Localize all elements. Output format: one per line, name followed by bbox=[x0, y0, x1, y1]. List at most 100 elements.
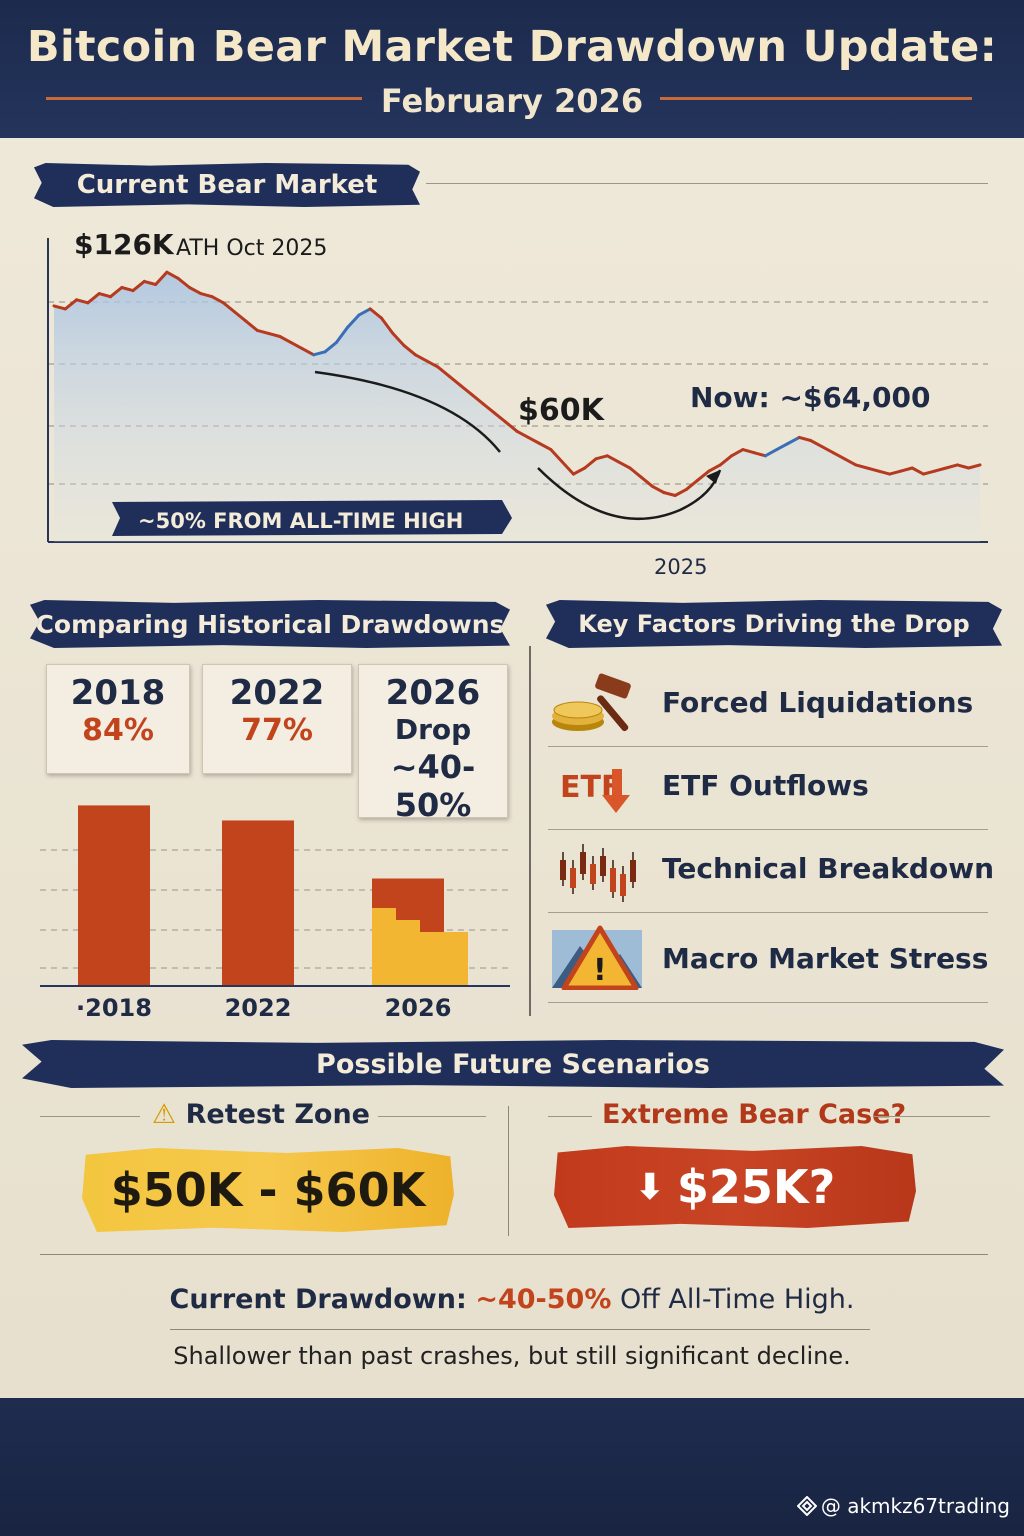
price-segment bbox=[967, 463, 982, 470]
candle-body bbox=[560, 860, 566, 880]
price-segment bbox=[312, 350, 327, 357]
drawdown-bar-chart: ·2018 2022 2026 bbox=[40, 805, 510, 1022]
price-segment bbox=[560, 460, 575, 476]
price-segment bbox=[199, 292, 214, 299]
summary-value: ~40-50% bbox=[475, 1284, 612, 1315]
price-segment bbox=[910, 466, 925, 476]
candle-body bbox=[630, 860, 636, 882]
summary-label: Current Drawdown: bbox=[169, 1284, 467, 1315]
factor-etf-outflows: ETF ETF Outflows bbox=[548, 747, 988, 830]
price-segment bbox=[526, 435, 542, 445]
price-segment bbox=[922, 469, 937, 476]
price-chart: $126K ATH Oct 2025 $60K Now: ~$64,000 ~5… bbox=[47, 228, 988, 579]
price-segment bbox=[628, 466, 643, 479]
bar-category-label: ·2018 bbox=[76, 994, 152, 1022]
price-segment bbox=[809, 439, 824, 449]
now-value-label: Now: ~$64,000 bbox=[690, 381, 930, 414]
drawdown-tag: ~50% FROM ALL-TIME HIGH bbox=[112, 500, 512, 536]
bar-category-labels: ·2018 2022 2026 bbox=[76, 994, 451, 1022]
warning-icon: ⚠ bbox=[152, 1099, 177, 1130]
price-segment bbox=[572, 466, 587, 476]
price-segment bbox=[470, 393, 485, 406]
price-segment bbox=[52, 304, 67, 311]
candle-body bbox=[580, 852, 586, 874]
price-segment bbox=[786, 435, 801, 445]
price-segment bbox=[481, 402, 496, 415]
ath-note-label: ATH Oct 2025 bbox=[176, 236, 327, 261]
binance-logo-icon bbox=[796, 1495, 818, 1517]
current-bear-banner-label: Current Bear Market bbox=[76, 170, 378, 200]
retest-title-label: Retest Zone bbox=[185, 1099, 370, 1130]
price-segment bbox=[267, 331, 282, 338]
candle-body bbox=[610, 868, 616, 892]
price-segment bbox=[583, 457, 598, 470]
recovery-arrowhead bbox=[706, 470, 720, 484]
price-segment bbox=[357, 307, 372, 317]
card-year: 2018 bbox=[70, 673, 166, 713]
price-segment bbox=[278, 335, 293, 345]
price-segment bbox=[605, 454, 621, 464]
price-segment bbox=[899, 466, 914, 473]
ath-value-label: $126K bbox=[74, 228, 175, 261]
price-segment bbox=[97, 292, 112, 299]
card-2026: 2026 Drop ~40-50% bbox=[358, 664, 508, 824]
price-line bbox=[52, 270, 982, 497]
price-segment bbox=[255, 328, 271, 335]
factors-banner-label: Key Factors Driving the Drop bbox=[578, 610, 970, 638]
candle-body bbox=[600, 856, 606, 876]
retest-title: ⚠ Retest Zone bbox=[152, 1099, 370, 1130]
price-segment bbox=[75, 298, 90, 305]
card-year: 2022 bbox=[229, 673, 325, 713]
price-segment bbox=[718, 454, 734, 467]
price-segment bbox=[188, 286, 203, 296]
price-segment bbox=[843, 457, 858, 467]
price-segment bbox=[368, 307, 383, 320]
low-value-label: $60K bbox=[518, 393, 606, 428]
price-segment bbox=[763, 448, 779, 458]
price-segment bbox=[154, 270, 169, 286]
gavel-coins-icon bbox=[552, 673, 631, 732]
price-segment bbox=[334, 325, 350, 345]
bar-2022 bbox=[222, 820, 294, 986]
current-bear-rule bbox=[426, 183, 988, 184]
card-word: Drop bbox=[394, 713, 472, 746]
price-segment bbox=[865, 466, 880, 473]
price-segment bbox=[300, 347, 316, 357]
summary-suffix: Off All-Time High. bbox=[619, 1284, 855, 1315]
card-year: 2026 bbox=[385, 673, 481, 713]
price-segment bbox=[538, 442, 553, 452]
price-segment bbox=[63, 298, 79, 311]
summary-rule-top bbox=[40, 1254, 988, 1255]
price-segment bbox=[730, 448, 745, 458]
current-bear-banner: Current Bear Market bbox=[34, 163, 420, 207]
price-segment bbox=[515, 429, 530, 439]
price-segment bbox=[210, 295, 225, 305]
down-arrow-icon: ⬇ bbox=[634, 1166, 665, 1208]
retest-rule-left bbox=[40, 1116, 140, 1117]
factor-label: Forced Liquidations bbox=[662, 686, 974, 719]
summary-note: Shallower than past crashes, but still s… bbox=[173, 1342, 851, 1370]
factor-label: Macro Market Stress bbox=[662, 942, 989, 975]
price-segment bbox=[425, 359, 440, 369]
page-subtitle: February 2026 bbox=[380, 82, 644, 120]
bar-category-label: 2026 bbox=[385, 994, 452, 1022]
credit: @ akmkz67trading bbox=[796, 1494, 1010, 1518]
price-segment bbox=[696, 469, 711, 482]
factor-macro-stress: ! Macro Market Stress bbox=[548, 916, 988, 1003]
price-segment bbox=[233, 310, 248, 323]
price-segment bbox=[651, 484, 666, 494]
comparison-banner: Comparing Historical Drawdowns bbox=[30, 600, 510, 648]
scenarios-banner-label: Possible Future Scenarios bbox=[316, 1048, 710, 1080]
card-value: 84% bbox=[82, 713, 154, 748]
price-segment bbox=[854, 463, 869, 470]
page-title: Bitcoin Bear Market Drawdown Update: bbox=[26, 22, 998, 72]
header-band bbox=[0, 0, 1024, 138]
price-segment bbox=[549, 448, 564, 464]
price-segment bbox=[402, 344, 417, 357]
price-segment bbox=[673, 487, 688, 497]
price-segment bbox=[594, 454, 609, 461]
scenarios-banner: Possible Future Scenarios bbox=[22, 1040, 1004, 1088]
price-segment bbox=[120, 286, 135, 293]
bar-group bbox=[78, 805, 468, 986]
price-segment bbox=[662, 491, 677, 497]
